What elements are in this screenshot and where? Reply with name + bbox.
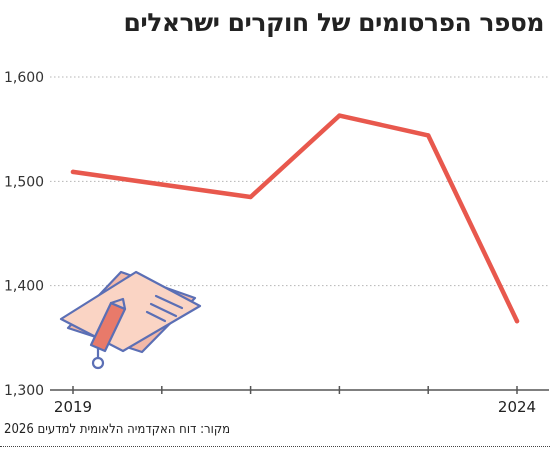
- data-points: [70, 113, 520, 324]
- data-point: [337, 113, 342, 118]
- data-point: [70, 169, 76, 175]
- data-point: [426, 133, 431, 138]
- y-tick-label: 1,500: [4, 174, 44, 190]
- x-axis: 2019 2024: [50, 386, 549, 416]
- x-tick-label: 2019: [54, 398, 92, 416]
- papers-and-pencil-icon: [59, 270, 202, 370]
- y-tick-label: 1,300: [4, 383, 44, 399]
- y-tick-label: 1,600: [4, 70, 44, 86]
- data-point: [248, 194, 253, 200]
- x-tick-label: 2024: [498, 398, 536, 416]
- bottom-divider: [0, 446, 550, 447]
- y-tick-label: 1,400: [4, 279, 44, 295]
- grid-lines: [50, 76, 549, 287]
- y-axis-labels: 1,300 1,400 1,500 1,600: [4, 70, 44, 399]
- data-point: [159, 182, 164, 187]
- chart-title: מספר הפרסומים של חוקרים ישראלים: [123, 8, 544, 37]
- data-point: [514, 318, 520, 324]
- source-note: מקור: דוח האקדמיה הלאומית למדעים 2026: [4, 422, 231, 437]
- series-line: [70, 113, 520, 324]
